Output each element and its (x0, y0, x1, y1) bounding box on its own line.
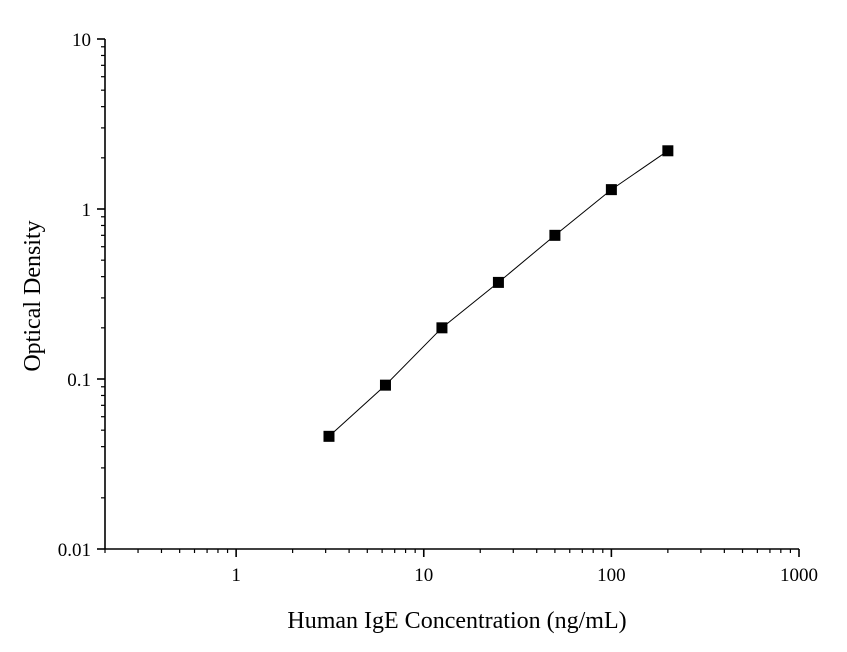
axes (104, 39, 799, 550)
x-axis-title: Human IgE Concentration (ng/mL) (287, 608, 626, 634)
x-tick-label: 100 (597, 565, 626, 586)
x-tick-label: 1 (231, 565, 241, 586)
data-point-marker (379, 379, 391, 391)
y-tick-label: 0.1 (67, 370, 91, 391)
data-point-marker (662, 145, 674, 157)
tick-labels: 1 10 100 1000 0.01 0.1 1 10 (58, 30, 818, 586)
y-tick-label: 0.01 (58, 540, 91, 561)
data-point-marker (605, 184, 617, 196)
y-tick-label: 1 (82, 200, 92, 221)
data-point-marker (549, 229, 561, 241)
data-point-marker (492, 276, 504, 288)
x-tick-label: 1000 (780, 565, 818, 586)
tick-marks (97, 38, 800, 557)
data-point-marker (323, 430, 335, 442)
data-point-marker (436, 322, 448, 334)
y-tick-label: 10 (72, 30, 91, 51)
data-series (323, 145, 674, 442)
x-tick-label: 10 (414, 565, 433, 586)
series-line (328, 150, 669, 437)
y-axis-title: Optical Density (20, 220, 46, 371)
